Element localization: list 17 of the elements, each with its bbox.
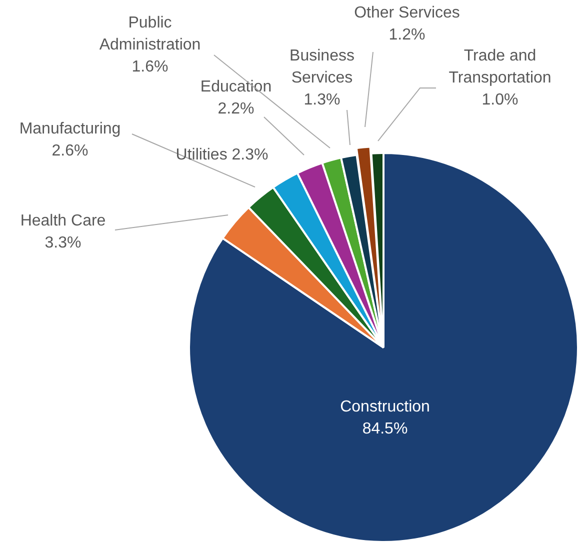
data-label: 2.2% — [218, 100, 254, 118]
data-label: 1.6% — [132, 58, 168, 76]
slice-label: Trade and Transportation — [448, 47, 552, 86]
slice-label: Business Services — [290, 47, 354, 86]
data-label: 1.2% — [388, 26, 426, 44]
data-label: 3.3% — [44, 234, 82, 252]
slice-label: Other Services — [354, 4, 460, 22]
slice-label: Construction — [340, 398, 430, 416]
data-label: 84.5% — [362, 420, 408, 438]
slice-label: Public Administration — [99, 14, 201, 54]
data-label: 1.0% — [482, 91, 518, 108]
slice-label: Education — [200, 78, 272, 96]
data-label: 2.6% — [52, 142, 88, 160]
slice-label: Health Care — [20, 212, 106, 230]
slice-label: Manufacturing — [19, 120, 121, 138]
data-label: 1.3% — [304, 91, 340, 108]
slice-label: Utilities 2.3% — [176, 146, 268, 164]
